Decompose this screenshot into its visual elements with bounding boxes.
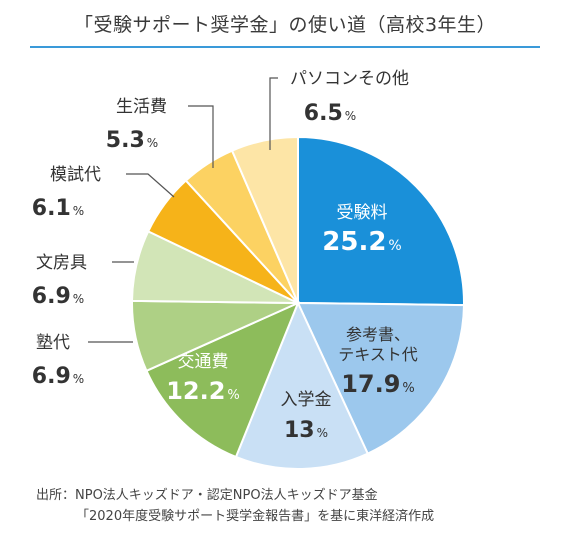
slice-label-参考書テキスト代-1: 参考書、 [346,325,410,344]
slice-label-参考書テキスト代-2: テキスト代 [338,345,418,364]
slice-value-文房具: 6.9% [32,284,84,309]
slice-value-生活費: 5.3% [106,128,158,153]
slice-value-塾代: 6.9% [32,364,84,389]
pie-slice-受験料 [297,135,465,307]
source-note-line2: 「2020年度受験サポート奨学金報告書」を基に東洋経済作成 [76,509,435,524]
slice-label-交通費: 交通費 [178,352,229,372]
slice-value-参考書テキスト代: 17.9% [341,370,415,398]
slice-label-文房具: 文房具 [36,253,87,273]
pie-slice-入学金 [234,300,370,470]
slice-label-塾代: 塾代 [36,332,70,353]
title-underline [30,46,540,48]
leader-line-生活費 [188,105,214,168]
pie-slice-参考書テキスト代 [296,301,466,455]
slice-value-パソコンその他: 6.5% [304,101,356,126]
slice-label-入学金: 入学金 [281,390,332,410]
slice-value-模試代: 6.1% [32,196,84,221]
pie-slice-交通費 [145,301,300,459]
pie-slice-パソコンその他 [230,135,299,304]
slice-label-パソコンその他: パソコンその他 [290,69,409,89]
chart-title: 「受験サポート奨学金」の使い道（高校3年生） [73,14,497,36]
leader-line-パソコンその他 [269,77,278,150]
leader-line-模試代 [126,173,175,198]
slice-label-模試代: 模試代 [50,165,101,185]
slice-label-生活費: 生活費 [116,97,167,117]
source-note-line1: 出所：NPO法人キッズドア・認定NPO法人キッズドア基金 [36,488,378,503]
slice-label-受験料: 受験料 [337,203,388,223]
